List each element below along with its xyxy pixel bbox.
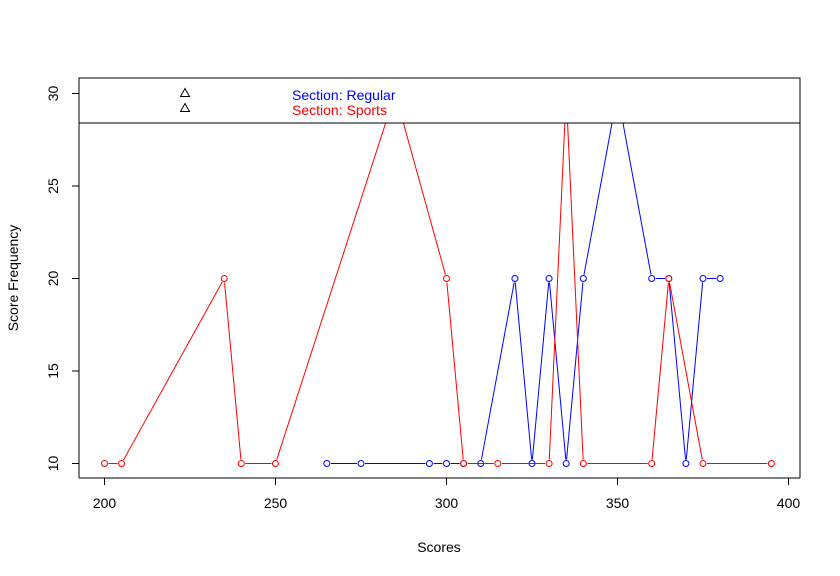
series-regular-segment	[514, 282, 533, 460]
series-sports-segment	[548, 123, 566, 460]
data-point-regular	[648, 275, 656, 282]
data-point-sports	[545, 460, 553, 467]
x-tick-label: 400	[777, 495, 801, 511]
y-axis-label: Score Frequency	[5, 225, 21, 332]
x-axis: 200 250 300 350 400	[93, 477, 801, 511]
legend-box	[78, 77, 801, 124]
data-point-regular	[579, 275, 587, 282]
legend-marker-sports	[179, 102, 191, 112]
y-tick-label: 15	[45, 363, 61, 379]
legend: Section: Regular Section: Sports	[179, 87, 396, 118]
legend-label-sports: Section: Sports	[292, 102, 387, 118]
data-point-sports	[699, 460, 707, 467]
y-tick-label: 30	[45, 86, 61, 102]
series-regular-segment	[566, 282, 584, 460]
legend-label-regular: Section: Regular	[292, 87, 396, 103]
series-sports-segment	[276, 123, 387, 460]
data-point-regular	[443, 460, 450, 467]
plot-content	[101, 123, 775, 467]
data-point-sports	[460, 460, 468, 467]
series-sports	[101, 123, 775, 467]
series-sports-segment	[446, 282, 464, 460]
series-regular-segment	[480, 282, 515, 460]
data-point-sports	[101, 460, 108, 467]
data-point-regular	[699, 275, 707, 282]
y-tick-label: 10	[45, 456, 61, 472]
data-point-regular	[357, 460, 365, 467]
legend-marker-regular	[179, 87, 191, 97]
data-point-regular	[545, 275, 553, 282]
series-sports-segment	[567, 123, 584, 460]
series-regular-segment	[531, 282, 550, 460]
series-regular-segment	[622, 123, 652, 275]
series-regular-segment	[668, 282, 687, 460]
data-point-sports	[665, 275, 673, 282]
series-sports-segment	[669, 282, 703, 460]
y-tick-label: 20	[45, 271, 61, 287]
x-tick-label: 200	[93, 495, 117, 511]
data-point-regular	[425, 460, 433, 467]
data-point-sports	[648, 460, 656, 467]
data-point-regular	[323, 460, 331, 467]
y-tick-label: 25	[45, 178, 61, 194]
series-regular	[323, 123, 724, 467]
series-regular-segment	[583, 123, 613, 275]
y-axis: 10 15 20 25 30	[45, 86, 80, 472]
data-point-regular	[716, 275, 724, 282]
data-point-sports	[272, 460, 279, 467]
series-regular-segment	[685, 282, 704, 460]
x-tick-label: 250	[264, 495, 288, 511]
series-sports-segment	[651, 282, 669, 460]
data-point-sports	[220, 275, 228, 282]
data-point-sports	[443, 275, 450, 282]
x-axis-label: Scores	[417, 539, 461, 555]
data-point-sports	[579, 460, 587, 467]
series-regular-segment	[548, 282, 567, 460]
series-sports-segment	[224, 282, 242, 460]
x-tick-label: 350	[606, 495, 630, 511]
data-point-sports	[767, 460, 775, 467]
series-sports-segment	[123, 281, 223, 461]
data-point-sports	[237, 460, 245, 467]
data-point-sports	[494, 460, 502, 467]
x-tick-label: 300	[435, 495, 459, 511]
data-point-regular	[562, 460, 570, 467]
data-point-sports	[118, 460, 126, 467]
data-point-regular	[511, 275, 519, 282]
series-sports-segment	[402, 123, 446, 275]
data-point-regular	[682, 460, 690, 467]
